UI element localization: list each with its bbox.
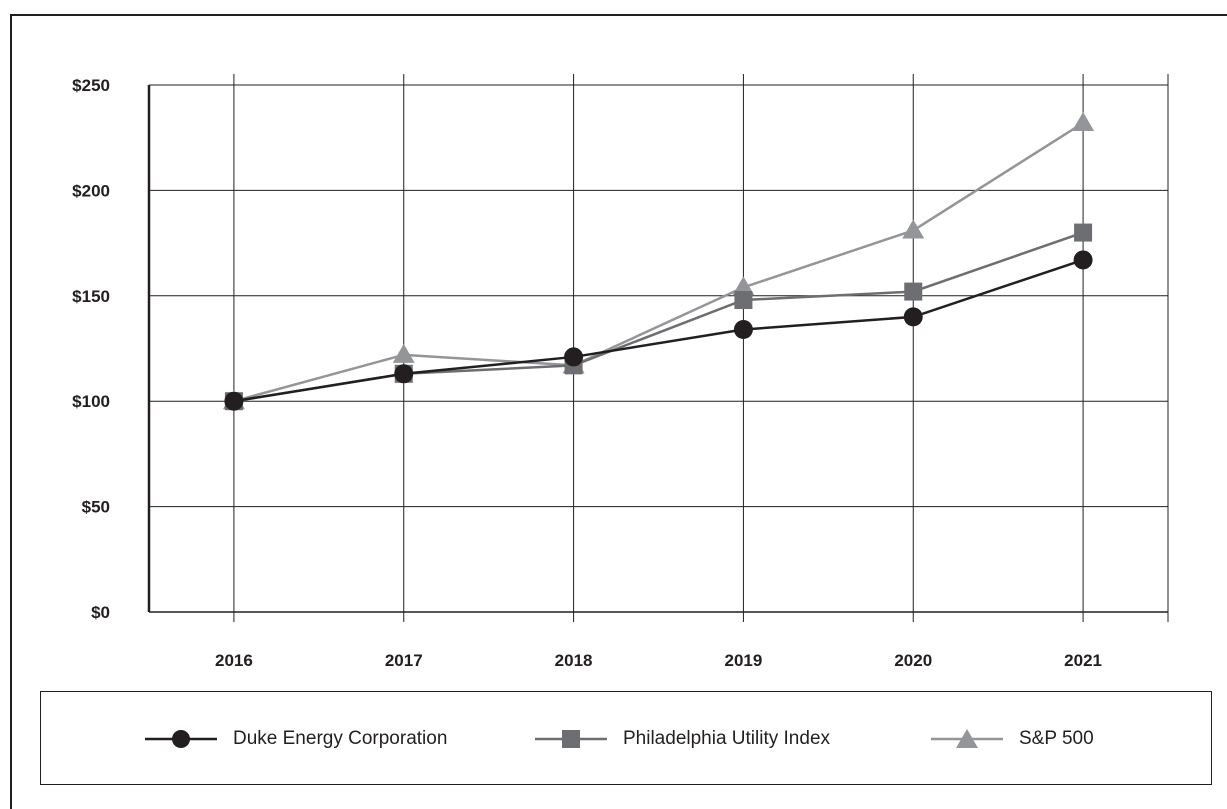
data-point [904, 282, 923, 301]
series-group [222, 111, 1095, 411]
x-tick-label: 2021 [1064, 651, 1102, 670]
x-tick-label: 2019 [725, 651, 763, 670]
data-point [733, 320, 753, 340]
series-sp500 [222, 111, 1095, 410]
x-tick-label: 2018 [555, 651, 593, 670]
data-point [394, 364, 414, 384]
legend-item-duke: Duke Energy Corporation [145, 692, 447, 786]
legend-label-philadelphia: Philadelphia Utility Index [623, 728, 831, 749]
circle-marker-icon [145, 730, 217, 748]
y-tick-label: $50 [82, 498, 110, 517]
data-point [564, 347, 584, 367]
line-chart: $0$50$100$150$200$250 2016 2017 2018 2019 20… [72, 74, 1169, 670]
grid-lines [149, 74, 1169, 622]
series-line-philadelphia [233, 231, 1084, 403]
axes [147, 85, 1168, 613]
x-tick-label: 2020 [894, 651, 932, 670]
legend: Duke Energy Corporation Philadelphia Uti… [40, 691, 1212, 785]
data-point [392, 343, 415, 363]
square-marker-icon [535, 730, 607, 748]
data-point [732, 276, 755, 296]
legend-label-duke: Duke Energy Corporation [233, 728, 448, 749]
legend-item-philadelphia: Philadelphia Utility Index [535, 692, 830, 786]
triangle-marker-icon [931, 729, 1003, 748]
chart-frame [10, 14, 1227, 809]
series-duke [224, 250, 1093, 411]
series-line-duke [233, 258, 1084, 403]
legend-label-sp500: S&P 500 [1019, 728, 1094, 749]
y-tick-label: $0 [91, 603, 110, 622]
x-axis-ticks: 2016 2017 2018 2019 2020 2021 [215, 651, 1102, 670]
data-point [1074, 223, 1093, 242]
data-point [902, 219, 925, 239]
data-point [224, 391, 244, 411]
x-tick-label: 2017 [385, 651, 423, 670]
data-point [903, 307, 923, 327]
y-tick-label: $250 [72, 76, 110, 95]
data-point [1072, 111, 1095, 131]
y-axis-ticks: $0 $50 $100 $150 $200 $250 [72, 76, 110, 622]
x-tick-label: 2016 [215, 651, 253, 670]
data-point [1073, 250, 1093, 270]
y-tick-label: $150 [72, 287, 110, 306]
series-line-sp500 [233, 121, 1084, 403]
y-tick-label: $100 [72, 392, 110, 411]
data-point [734, 291, 753, 310]
legend-item-sp500: S&P 500 [931, 692, 1094, 786]
y-tick-label: $200 [72, 181, 110, 200]
